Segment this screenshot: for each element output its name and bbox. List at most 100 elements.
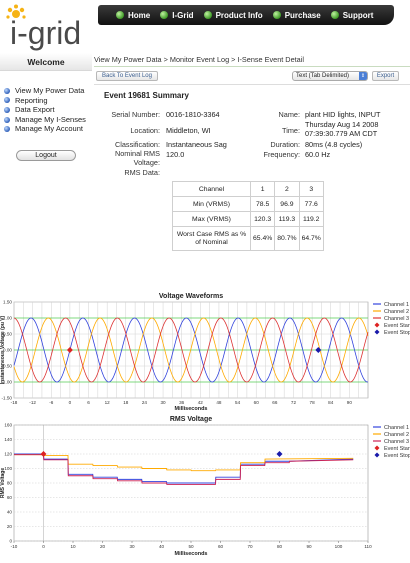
nav-home[interactable]: Home bbox=[112, 11, 154, 20]
x-tick-label: 100 bbox=[335, 544, 343, 549]
table-header-row: Channel 1 2 3 bbox=[172, 181, 324, 197]
x-tick-label: 30 bbox=[129, 544, 135, 549]
location-value: Middleton, WI bbox=[166, 126, 211, 135]
legend-label: Channel 1 bbox=[384, 425, 409, 431]
y-tick-label: -1.50 bbox=[2, 396, 13, 401]
y-tick-label: 140 bbox=[4, 437, 12, 442]
classification-value: Instantaneous Sag bbox=[166, 140, 227, 149]
nav-bullet-icon bbox=[160, 11, 169, 19]
voltage-waveforms-svg: Voltage Waveforms -18 -12 -6 0 6 12 18 24 30 36 42 4… bbox=[0, 293, 410, 412]
x-tick-label: 72 bbox=[291, 400, 297, 405]
table-cell: 120.3 bbox=[249, 211, 276, 227]
legend-label: Event Stop bbox=[384, 453, 410, 459]
nav-purchase[interactable]: Purchase bbox=[269, 11, 325, 20]
back-to-event-log-button[interactable]: Back To Event Log bbox=[96, 71, 158, 81]
chart-title: RMS Voltage bbox=[170, 416, 212, 423]
y-tick-label: 40 bbox=[7, 510, 13, 515]
x-tick-label: 0 bbox=[42, 544, 45, 549]
nominal-voltage-value: 120.0 bbox=[166, 150, 185, 159]
i-grid-logo[interactable]: i-grid bbox=[4, 4, 90, 56]
y-tick-label: 0.50 bbox=[3, 332, 12, 337]
legend-label: Channel 3 bbox=[384, 439, 409, 445]
sidebar-item-manage-account[interactable]: Manage My Account bbox=[4, 124, 94, 134]
sidebar-item-data-export[interactable]: Data Export bbox=[4, 105, 94, 115]
legend-marker bbox=[374, 322, 380, 328]
bullet-icon bbox=[4, 126, 10, 133]
table-cell: 96.9 bbox=[274, 196, 300, 212]
x-tick-label: 40 bbox=[159, 544, 165, 549]
legend-marker bbox=[374, 445, 380, 451]
x-tick-label: 20 bbox=[100, 544, 106, 549]
x-tick-label: 78 bbox=[310, 400, 316, 405]
nominal-voltage-label: Nominal RMS Voltage: bbox=[114, 149, 160, 167]
x-tick-label: 42 bbox=[198, 400, 204, 405]
x-tick-label: 110 bbox=[364, 544, 372, 549]
legend-marker bbox=[374, 452, 380, 458]
y-axis-label: RMS Voltage bbox=[0, 468, 6, 498]
y-tick-label: 0.00 bbox=[3, 348, 12, 353]
x-tick-label: 84 bbox=[328, 400, 334, 405]
logout-button[interactable]: Logout bbox=[16, 150, 76, 161]
y-tick-label: 20 bbox=[7, 524, 13, 529]
series-channel-3 bbox=[14, 454, 354, 485]
table-cell: 65.4% bbox=[249, 226, 276, 251]
table-row: Worst Case RMS as % of Nominal 65.4% 80.… bbox=[172, 226, 324, 251]
nav-bullet-icon bbox=[272, 11, 281, 19]
table-cell: 78.5 bbox=[249, 196, 276, 212]
logo-text: i-grid bbox=[10, 15, 81, 51]
x-tick-label: 18 bbox=[123, 400, 129, 405]
location-label: Location: bbox=[130, 126, 160, 135]
table-cell: Max (VRMS) bbox=[172, 211, 251, 227]
y-tick-label: -1.00 bbox=[2, 380, 13, 385]
top-nav: Home I-Grid Product Info Purchase Suppor… bbox=[98, 5, 394, 25]
table-cell: Min (VRMS) bbox=[172, 196, 251, 212]
bullet-icon bbox=[4, 87, 10, 94]
chevron-updown-icon: ⇕ bbox=[359, 72, 367, 80]
nav-bullet-icon bbox=[116, 11, 124, 19]
time-date-value: Thursday Aug 14 2008 bbox=[305, 120, 379, 129]
divider bbox=[94, 66, 410, 67]
table-header-cell: 1 bbox=[249, 181, 276, 197]
event-start-marker bbox=[40, 451, 47, 457]
frequency-label: Frequency: bbox=[263, 150, 300, 159]
sidebar-item-manage-i-senses[interactable]: Manage My I-Senses bbox=[4, 115, 94, 125]
y-tick-label: 1.00 bbox=[3, 316, 12, 321]
series-channel-2 bbox=[13, 317, 369, 383]
x-tick-label: 30 bbox=[160, 400, 166, 405]
name-label: Name: bbox=[278, 110, 301, 119]
name-value: plant HID lights, INPUT bbox=[305, 110, 381, 119]
x-tick-label: 48 bbox=[216, 400, 222, 405]
table-header-cell: 2 bbox=[274, 181, 300, 197]
table-row: Max (VRMS) 120.3 119.3 119.2 bbox=[172, 211, 324, 227]
nav-product-info[interactable]: Product Info bbox=[200, 11, 267, 20]
series-channel-3 bbox=[13, 317, 369, 383]
x-tick-label: 12 bbox=[105, 400, 111, 405]
table-header-cell: 3 bbox=[298, 181, 324, 197]
nav-bullet-icon bbox=[203, 11, 212, 19]
rms-voltage-chart: RMS Voltage 160 140 120 100 80 60 40 20 0 -10 0 10 20… bbox=[0, 413, 410, 563]
y-tick-label: 160 bbox=[4, 423, 12, 428]
sidebar-menu: View My Power Data Reporting Data Export… bbox=[4, 86, 94, 134]
y-tick-label: 120 bbox=[4, 452, 12, 457]
x-tick-label: 6 bbox=[87, 400, 90, 405]
y-tick-label: 80 bbox=[7, 481, 13, 486]
nav-support[interactable]: Support bbox=[327, 11, 378, 20]
export-button[interactable]: Export bbox=[372, 71, 399, 81]
table-cell: Worst Case RMS as % of Nominal bbox=[172, 226, 251, 251]
x-tick-label: 60 bbox=[254, 400, 260, 405]
nav-i-grid[interactable]: I-Grid bbox=[156, 11, 197, 20]
y-tick-label: 1.50 bbox=[3, 300, 12, 305]
sidebar-item-view-power-data[interactable]: View My Power Data bbox=[4, 86, 94, 96]
x-tick-label: 80 bbox=[277, 544, 283, 549]
x-tick-label: 70 bbox=[247, 544, 253, 549]
table-cell: 119.2 bbox=[298, 211, 324, 227]
x-tick-label: 50 bbox=[188, 544, 194, 549]
bullet-icon bbox=[4, 106, 10, 113]
table-cell: 119.3 bbox=[274, 211, 300, 227]
frequency-value: 60.0 Hz bbox=[305, 150, 331, 159]
rms-data-table: Channel 1 2 3 Min (VRMS) 78.5 96.9 77.6 … bbox=[172, 181, 324, 251]
export-format-select[interactable]: Text (Tab Delimited) ⇕ bbox=[292, 71, 368, 81]
x-tick-label: 24 bbox=[142, 400, 148, 405]
sidebar-item-reporting[interactable]: Reporting bbox=[4, 96, 94, 106]
bullet-icon bbox=[4, 97, 10, 104]
